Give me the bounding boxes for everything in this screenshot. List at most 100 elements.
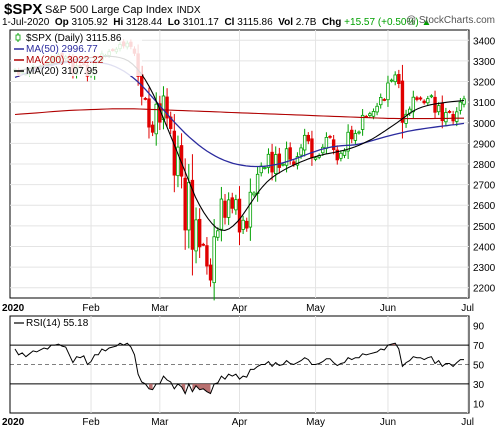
- security-name: S&P 500 Large Cap Index INDX: [45, 4, 201, 16]
- legend-price-label: $SPX (Daily) 3115.86: [26, 33, 122, 44]
- candle-body: [371, 111, 376, 117]
- candle-body: [226, 199, 231, 218]
- candle-body: [165, 96, 169, 119]
- candle-body: [310, 138, 314, 159]
- candle-body: [375, 105, 379, 113]
- candle-body: [154, 103, 158, 135]
- candle-body: [331, 139, 336, 150]
- candle-body: [433, 96, 437, 113]
- candle-body: [234, 199, 238, 211]
- candle-body: [342, 150, 347, 156]
- price-tick-label: 3300: [473, 57, 496, 68]
- candle-body: [255, 173, 260, 194]
- candle-body: [389, 79, 394, 82]
- price-tick-label: 3400: [473, 36, 496, 47]
- price-tick-label: 2700: [473, 181, 496, 192]
- candle-body: [288, 147, 292, 160]
- hi-value: 3128.44: [126, 17, 163, 28]
- price-tick-label: 3000: [473, 119, 496, 130]
- exchange: INDX: [176, 5, 201, 16]
- price-month-label: Apr: [232, 303, 248, 314]
- candle-body: [411, 96, 416, 113]
- candle-body: [266, 153, 271, 168]
- price-month-label: Mar: [151, 303, 169, 314]
- op-value: 3105.92: [71, 17, 108, 28]
- price-tick-label: 3100: [473, 98, 496, 109]
- rsi-legend-label: RSI(14) 55.18: [26, 318, 89, 329]
- rsi-line: [14, 342, 464, 395]
- price-tick-label: 2800: [473, 160, 496, 171]
- candle-body: [241, 219, 245, 230]
- candle-body: [360, 114, 365, 130]
- rsi-tick-label: 90: [473, 322, 485, 333]
- candle-body: [455, 111, 459, 122]
- price-tick-label: 3200: [473, 78, 496, 89]
- candle-body: [335, 149, 339, 161]
- candle-body: [248, 191, 253, 228]
- rsi-tick-label: 70: [473, 341, 485, 352]
- candle-body: [216, 230, 220, 238]
- vol-label: Vol: [278, 17, 294, 28]
- candle-body: [245, 220, 249, 229]
- candle-body: [350, 129, 354, 140]
- lo-value: 3101.17: [182, 17, 219, 28]
- cl-value: 3115.86: [237, 17, 273, 28]
- candle-body: [230, 197, 234, 209]
- candle-body: [393, 74, 397, 83]
- price-tick-label: 2200: [473, 284, 496, 295]
- price-month-label: Jun: [380, 303, 396, 314]
- candle-body: [422, 100, 426, 104]
- candle-body: [223, 200, 227, 218]
- vol-value: 2.7B: [295, 17, 317, 28]
- rsi-month-label: Apr: [232, 417, 248, 428]
- candle-body: [426, 98, 430, 104]
- legend-ma-label: MA(20) 3107.95: [26, 66, 98, 77]
- rsi-tick-label: 30: [473, 380, 485, 391]
- candle-body: [346, 131, 350, 152]
- candle-body: [212, 236, 216, 284]
- candle-body: [379, 97, 383, 106]
- price-tick-label: 2500: [473, 222, 496, 233]
- candle-body: [339, 152, 343, 159]
- watermark: @ StockCharts.com: [405, 15, 495, 26]
- rsi-tick-label: 50: [473, 361, 485, 372]
- candle-body: [201, 243, 205, 246]
- candle-body: [284, 148, 289, 166]
- price-month-label: Feb: [82, 303, 100, 314]
- up-arrow-icon: ▲: [421, 17, 432, 28]
- rsi-tick-label: 10: [473, 399, 485, 410]
- price-tick-label: 2600: [473, 201, 496, 212]
- candle-body: [302, 134, 307, 151]
- candle-body: [400, 80, 405, 123]
- lo-label: Lo: [167, 17, 180, 28]
- candle-body: [183, 177, 187, 231]
- candle-body: [444, 112, 448, 123]
- rsi-month-label: 2020: [2, 417, 25, 428]
- candle-body: [187, 181, 191, 231]
- chg-value: +15.57 (+0.50%): [344, 17, 419, 28]
- price-month-label: 2020: [2, 303, 25, 314]
- candle-body: [295, 156, 300, 166]
- candle-body: [368, 113, 372, 116]
- candle-body: [281, 163, 285, 166]
- candle-body: [252, 192, 256, 196]
- price-month-label: May: [306, 303, 325, 314]
- candle-body: [205, 245, 209, 267]
- candle-body: [190, 179, 195, 250]
- candle-body: [197, 218, 202, 248]
- candle-body: [353, 133, 358, 141]
- candle-body: [172, 130, 177, 176]
- candle-body: [143, 98, 148, 100]
- quote-date: 1-Jul-2020: [2, 17, 50, 28]
- legend-box: [12, 32, 142, 76]
- candle-body: [277, 153, 282, 168]
- candle-body: [169, 116, 173, 129]
- candle-body: [237, 198, 242, 233]
- candle-body: [270, 151, 274, 173]
- candle-body: [415, 97, 419, 100]
- price-tick-label: 2900: [473, 139, 496, 150]
- price-tick-label: 2400: [473, 242, 496, 253]
- candle-body: [447, 111, 452, 113]
- rsi-month-label: Jun: [380, 417, 396, 428]
